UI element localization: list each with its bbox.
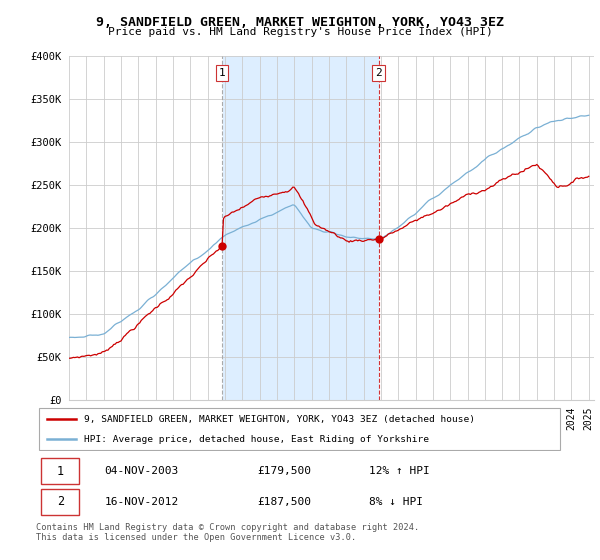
Text: 12% ↑ HPI: 12% ↑ HPI [368, 466, 430, 477]
Text: Price paid vs. HM Land Registry's House Price Index (HPI): Price paid vs. HM Land Registry's House … [107, 27, 493, 37]
FancyBboxPatch shape [41, 459, 79, 484]
Text: HPI: Average price, detached house, East Riding of Yorkshire: HPI: Average price, detached house, East… [83, 435, 428, 444]
Text: £179,500: £179,500 [258, 466, 312, 477]
Text: 9, SANDFIELD GREEN, MARKET WEIGHTON, YORK, YO43 3EZ (detached house): 9, SANDFIELD GREEN, MARKET WEIGHTON, YOR… [83, 415, 475, 424]
Text: 16-NOV-2012: 16-NOV-2012 [104, 497, 179, 507]
Text: 9, SANDFIELD GREEN, MARKET WEIGHTON, YORK, YO43 3EZ: 9, SANDFIELD GREEN, MARKET WEIGHTON, YOR… [96, 16, 504, 29]
Text: 8% ↓ HPI: 8% ↓ HPI [368, 497, 422, 507]
Text: 1: 1 [57, 465, 64, 478]
Text: 1: 1 [219, 68, 226, 78]
Text: 04-NOV-2003: 04-NOV-2003 [104, 466, 179, 477]
Text: 2: 2 [57, 495, 64, 508]
Text: Contains HM Land Registry data © Crown copyright and database right 2024.
This d: Contains HM Land Registry data © Crown c… [36, 523, 419, 543]
Text: £187,500: £187,500 [258, 497, 312, 507]
FancyBboxPatch shape [38, 408, 560, 450]
FancyBboxPatch shape [41, 489, 79, 515]
Text: 2: 2 [375, 68, 382, 78]
